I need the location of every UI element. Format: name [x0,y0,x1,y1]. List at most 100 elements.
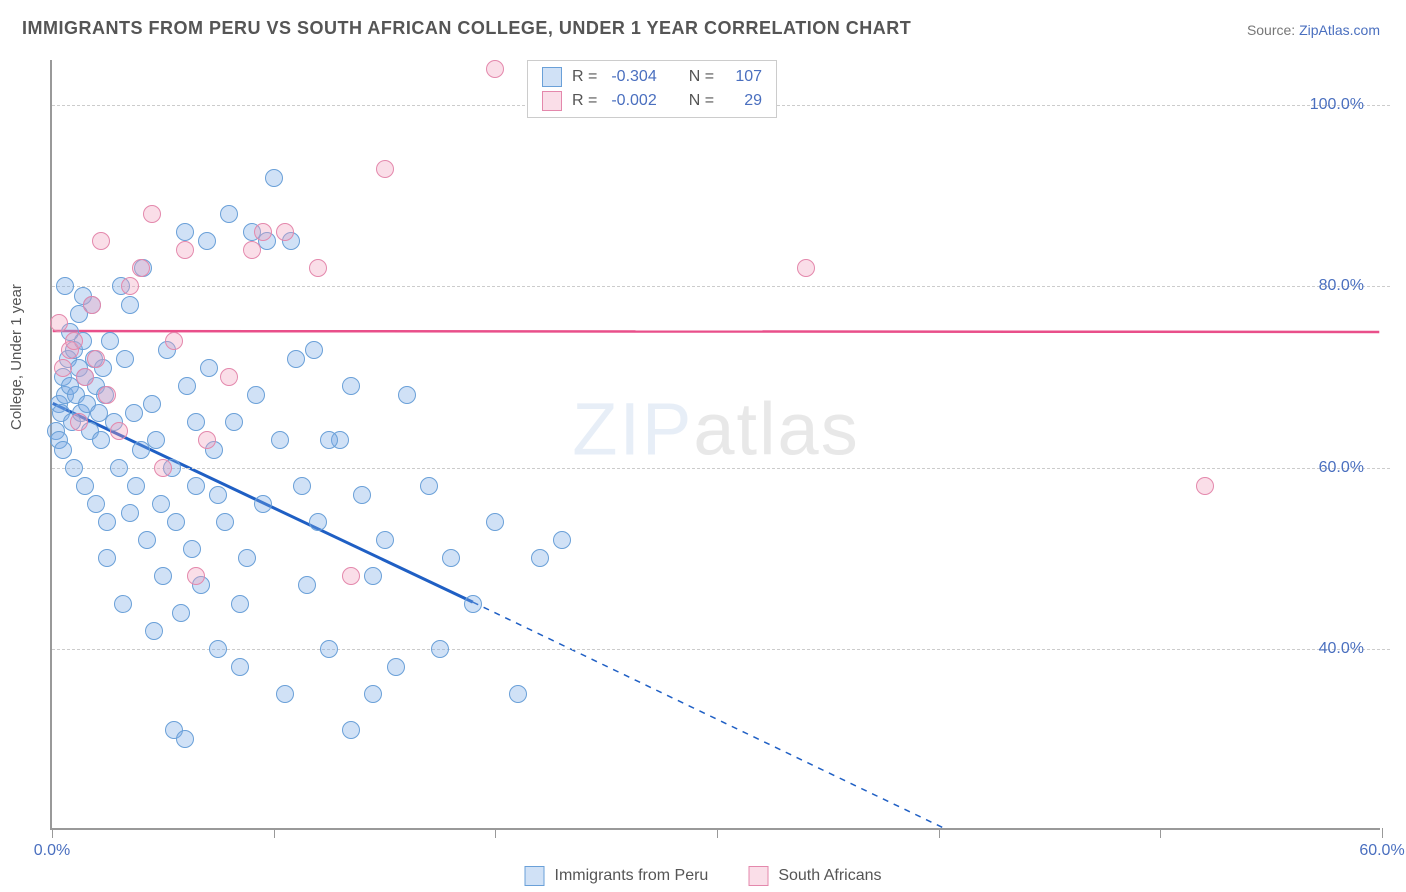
series-legend-item: Immigrants from Peru [525,866,709,886]
legend-r-label: R = [572,68,597,86]
data-point [398,386,416,404]
data-point [486,513,504,531]
data-point [138,531,156,549]
data-point [220,205,238,223]
data-point [216,513,234,531]
data-point [167,513,185,531]
data-point [125,404,143,422]
y-tick-label: 60.0% [1319,459,1364,477]
data-point [145,622,163,640]
x-tick [52,828,53,838]
series-legend-item: South Africans [748,866,881,886]
data-point [183,540,201,558]
data-point [276,685,294,703]
x-tick [1160,828,1161,838]
data-point [1196,477,1214,495]
legend-swatch [525,866,545,886]
data-point [376,531,394,549]
data-point [320,431,338,449]
data-point [187,567,205,585]
data-point [121,296,139,314]
regression-line [53,331,1380,332]
legend-row: R =-0.304N =107 [528,65,776,89]
gridline [52,649,1390,650]
data-point [247,386,265,404]
correlation-legend: R =-0.304N =107R =-0.002N =29 [527,60,777,118]
data-point [76,477,94,495]
data-point [114,595,132,613]
data-point [176,223,194,241]
plot-area: ZIPatlas 40.0%60.0%80.0%100.0%0.0%60.0% [50,60,1380,830]
series-legend-label: Immigrants from Peru [555,867,709,885]
data-point [76,368,94,386]
chart-container: IMMIGRANTS FROM PERU VS SOUTH AFRICAN CO… [0,0,1406,892]
data-point [200,359,218,377]
data-point [209,640,227,658]
source-link[interactable]: ZipAtlas.com [1299,22,1380,38]
data-point [54,359,72,377]
data-point [442,549,460,567]
source-credit: Source: ZipAtlas.com [1247,22,1380,38]
data-point [172,604,190,622]
data-point [116,350,134,368]
legend-r-label: R = [572,92,597,110]
data-point [225,413,243,431]
watermark: ZIPatlas [572,386,859,471]
data-point [364,685,382,703]
data-point [54,441,72,459]
data-point [101,332,119,350]
data-point [243,241,261,259]
data-point [92,232,110,250]
chart-title: IMMIGRANTS FROM PERU VS SOUTH AFRICAN CO… [22,18,911,39]
data-point [254,495,272,513]
data-point [271,431,289,449]
data-point [342,377,360,395]
data-point [98,549,116,567]
data-point [309,259,327,277]
x-tick [939,828,940,838]
data-point [121,504,139,522]
gridline [52,286,1390,287]
data-point [50,314,68,332]
data-point [87,495,105,513]
data-point [98,513,116,531]
data-point [486,60,504,78]
data-point [127,477,145,495]
data-point [87,350,105,368]
data-point [187,413,205,431]
gridline [52,468,1390,469]
legend-n-label: N = [689,92,714,110]
data-point [70,413,88,431]
y-tick-label: 80.0% [1319,277,1364,295]
x-tick [1382,828,1383,838]
data-point [353,486,371,504]
data-point [293,477,311,495]
legend-swatch [748,866,768,886]
x-tick [274,828,275,838]
data-point [65,459,83,477]
data-point [98,386,116,404]
data-point [431,640,449,658]
data-point [110,459,128,477]
data-point [110,422,128,440]
watermark-zip: ZIP [572,387,693,470]
data-point [92,431,110,449]
data-point [154,459,172,477]
data-point [265,169,283,187]
data-point [165,332,183,350]
data-point [305,341,323,359]
legend-swatch [542,67,562,87]
regression-line-extrapolated [473,602,982,828]
data-point [198,431,216,449]
data-point [298,576,316,594]
data-point [231,595,249,613]
data-point [287,350,305,368]
regression-lines-layer [52,60,1380,828]
data-point [209,486,227,504]
x-tick [495,828,496,838]
data-point [364,567,382,585]
legend-row: R =-0.002N =29 [528,89,776,113]
data-point [276,223,294,241]
y-tick-label: 40.0% [1319,640,1364,658]
source-prefix: Source: [1247,22,1299,38]
